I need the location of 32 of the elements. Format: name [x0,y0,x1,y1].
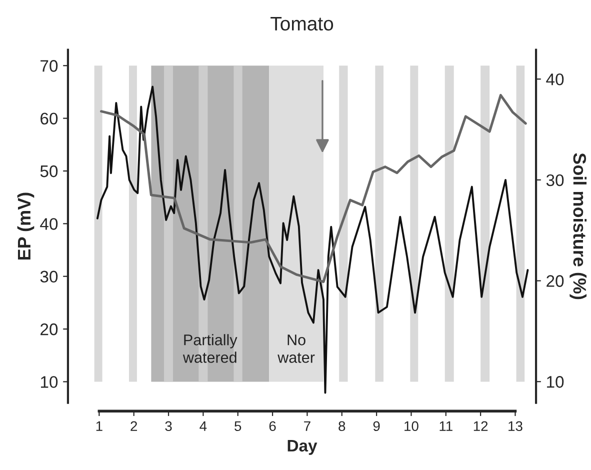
x-tick-label: 5 [234,421,242,432]
x-tick-label: 9 [373,421,380,432]
band-label: Partially watered [182,334,238,363]
y-tick-label: 60 [40,112,58,125]
y2-tick-label: 20 [546,275,564,287]
chart-title: Tomato [270,17,334,31]
y-tick-label: 40 [40,218,58,230]
x-tick-label: 8 [338,421,346,432]
y-tick-label: 50 [40,165,58,178]
y-tick-label: 70 [40,60,58,72]
x-axis-title: Day [288,440,318,455]
y-axis-title: EP (mV) [17,192,34,260]
x-tick-label: 7 [304,421,310,431]
x-tick-label: 4 [200,421,207,431]
y-tick-label: 30 [40,270,58,283]
band-label: No water [278,334,315,363]
y2-tick-label: 30 [546,174,564,186]
y-tick-label: 10 [40,376,58,388]
x-tick-label: 13 [508,421,522,432]
x-tick-label: 6 [269,421,276,432]
y2-tick-label: 10 [547,376,564,388]
x-tick-label: 11 [440,421,452,431]
line-series [100,94,527,284]
x-tick-label: 10 [404,421,418,432]
y2-tick-label: 40 [546,73,564,86]
x-tick-label: 12 [474,421,488,431]
x-tick-label: 3 [165,421,172,432]
x-tick-label: 2 [130,421,138,431]
y-tick-label: 20 [40,323,58,336]
line-series [96,86,529,394]
y2-axis-title: Soil moisture (%) [570,153,587,300]
x-tick-label: 1 [96,421,102,431]
